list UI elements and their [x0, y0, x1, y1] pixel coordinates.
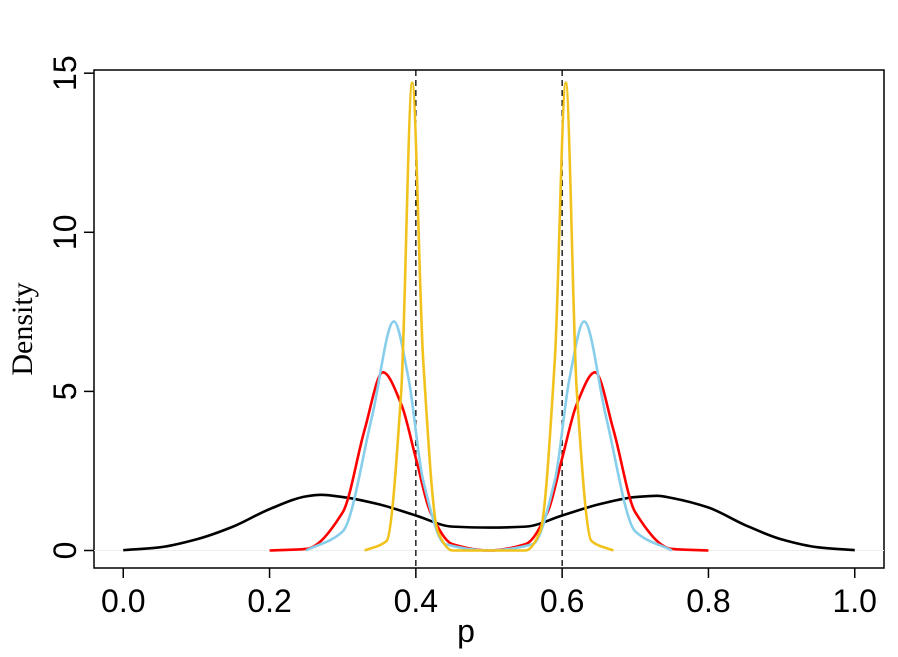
- x-axis: 0.0 0.2 0.4 0.6 0.8 1.0: [101, 568, 877, 619]
- y-tick-label: 5: [47, 382, 83, 400]
- x-tick-label: 0.2: [247, 583, 291, 619]
- density-curve-4: [364, 81, 614, 552]
- y-tick-label: 15: [47, 55, 83, 91]
- y-axis: 0 5 10 15: [47, 55, 94, 559]
- y-tick-label: 10: [47, 214, 83, 250]
- x-tick-label: 0.6: [540, 583, 584, 619]
- x-tick-label: 1.0: [832, 583, 876, 619]
- density-curve-2: [269, 371, 709, 552]
- reference-lines: [94, 70, 884, 568]
- density-curve-3: [305, 320, 673, 552]
- density-series: [123, 81, 855, 552]
- density-curve-1: [123, 493, 855, 552]
- y-tick-label: 0: [47, 542, 83, 560]
- x-tick-label: 0.4: [394, 583, 438, 619]
- x-tick-label: 0.8: [686, 583, 730, 619]
- plot-frame: [93, 69, 885, 569]
- y-axis-title: Density: [6, 282, 39, 375]
- x-tick-label: 0.0: [101, 583, 145, 619]
- x-axis-title: p: [457, 613, 475, 649]
